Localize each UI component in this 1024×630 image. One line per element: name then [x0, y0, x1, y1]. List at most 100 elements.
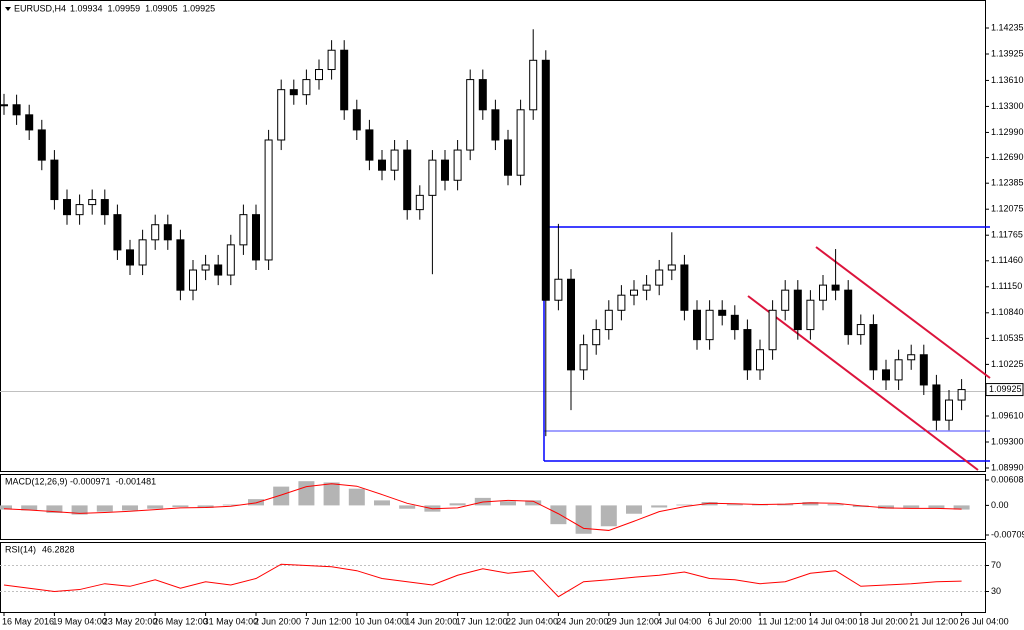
candle-body	[793, 289, 802, 331]
y-tick-label: 1.12075	[991, 204, 1024, 214]
candle-body	[50, 159, 59, 201]
candle-body	[88, 199, 97, 206]
macd-bar	[575, 505, 592, 534]
x-tick-label: 16 May 2016	[2, 616, 54, 626]
macd-bar	[197, 505, 214, 508]
candle-body	[151, 224, 160, 241]
candle-body	[756, 349, 764, 371]
candle-body	[441, 159, 449, 181]
y-tick-label: 1.10840	[991, 307, 1024, 317]
rsi-panel	[0, 542, 986, 613]
candle-body	[491, 109, 500, 141]
candle-body	[378, 159, 386, 171]
macd-bar	[903, 505, 920, 508]
x-tick-label: 4 Jul 04:00	[657, 616, 701, 626]
candle-body	[743, 329, 752, 371]
candle-body	[680, 264, 689, 311]
x-tick-label: 17 Jun 12:00	[456, 616, 508, 626]
candle-body	[37, 129, 46, 161]
readout-value: -0.000971	[70, 476, 111, 486]
macd-bar	[449, 503, 466, 506]
candle-body	[403, 149, 412, 211]
macd-bar	[626, 505, 642, 514]
candle-body	[428, 159, 437, 196]
macd-bar	[21, 505, 38, 511]
readout-value: 1.09959	[108, 3, 141, 13]
current-price: 1.09925	[989, 384, 1022, 394]
macd-bar	[550, 505, 567, 525]
macd-bar	[172, 505, 189, 508]
rsi-line	[3, 563, 962, 598]
candle-body	[25, 114, 34, 131]
channel-upper	[815, 246, 991, 379]
candle-body	[718, 309, 727, 316]
candle-body	[63, 199, 71, 216]
macd-title: MACD(12,26,9)	[5, 476, 68, 486]
candle-body	[163, 224, 172, 241]
candle-body	[189, 269, 197, 291]
candle-body	[869, 324, 878, 371]
candle-body	[239, 214, 248, 246]
candle-body	[302, 79, 311, 96]
candle-body	[113, 214, 122, 251]
candle-body	[226, 244, 235, 276]
candle-body	[831, 284, 840, 291]
x-tick-label: 26 Jul 04:00	[960, 616, 1009, 626]
candle-body	[340, 49, 349, 111]
main-panel	[0, 0, 986, 472]
macd-bar	[122, 505, 138, 511]
x-tick-label: 14 Jul 04:00	[808, 616, 857, 626]
candle-body	[252, 214, 260, 261]
candle-body	[693, 309, 701, 341]
signal-line	[3, 483, 962, 531]
readout-value: 1.09905	[145, 3, 178, 13]
candle-body	[100, 199, 109, 216]
x-tick-label: 24 Jun 20:00	[556, 616, 608, 626]
y-tick-label: 0.00	[991, 500, 1009, 510]
candle-body	[478, 79, 487, 111]
macd-bar	[71, 505, 88, 515]
candle-body	[516, 109, 525, 176]
candle-body	[352, 109, 361, 131]
candle-body	[781, 289, 790, 311]
rsi-readout: 46.2828	[42, 544, 75, 554]
candle-body	[214, 264, 223, 276]
macd-bar	[500, 501, 516, 506]
y-tick-label: 1.10535	[991, 333, 1024, 343]
collapse-arrow[interactable]	[5, 7, 11, 11]
x-tick-label: 19 May 04:00	[52, 616, 107, 626]
candle-body	[856, 324, 865, 336]
x-tick-label: 26 May 12:00	[153, 616, 208, 626]
candle-body	[0, 104, 8, 107]
y-tick-label: 1.14235	[991, 22, 1024, 32]
macd-bar	[298, 481, 315, 506]
macd-bar	[827, 504, 844, 506]
candle-body	[655, 269, 664, 286]
rsi-title: RSI(14)	[5, 544, 36, 554]
macd-bar	[248, 499, 264, 506]
y-tick-label: 1.12690	[991, 152, 1024, 162]
candle-body	[819, 284, 827, 301]
y-tick-label: 1.12385	[991, 178, 1024, 188]
macd-bar	[878, 505, 894, 509]
candle-body	[277, 89, 286, 141]
candle-body	[390, 149, 399, 171]
price-box	[985, 383, 1024, 397]
x-tick-label: 18 Jul 20:00	[859, 616, 908, 626]
symbol-title: EURUSD,H4	[14, 3, 66, 13]
y-tick-label: 1.13610	[991, 75, 1024, 85]
x-tick-label: 23 May 20:00	[103, 616, 158, 626]
candle-body	[75, 204, 84, 216]
y-tick-label: 1.10225	[991, 359, 1024, 369]
y-tick-label: 0.006086	[991, 474, 1024, 484]
x-tick-label: 31 May 04:00	[204, 616, 259, 626]
x-tick-label: 10 Jun 04:00	[355, 616, 407, 626]
y-tick-label: 30	[991, 586, 1001, 596]
macd-bar	[802, 502, 819, 506]
candle-body	[945, 399, 953, 421]
y-tick-label: 1.11150	[991, 281, 1022, 291]
candle-body	[617, 294, 626, 311]
x-tick-label: 29 Jun 12:00	[607, 616, 659, 626]
y-tick-label: 1.09610	[991, 410, 1024, 420]
y-tick-label: 1.09300	[991, 436, 1024, 446]
